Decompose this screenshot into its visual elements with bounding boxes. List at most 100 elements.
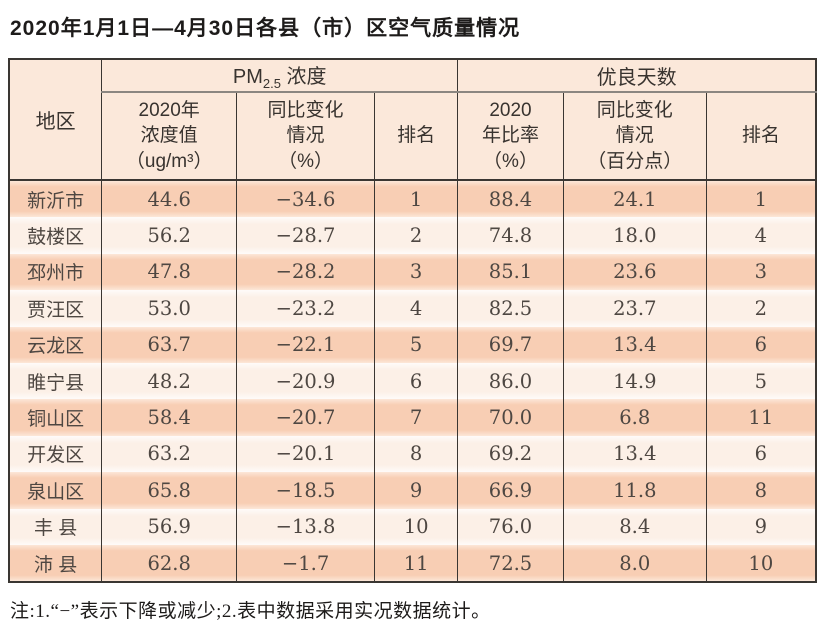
pm-value-cell: 47.8	[101, 253, 238, 291]
pm25-label-subscript: 2.5	[262, 76, 281, 91]
region-cell: 沛 县	[8, 544, 103, 583]
days-change-cell: 14.9	[562, 362, 707, 400]
air-quality-table: 地区 PM2.5 浓度 优良天数 2020年 浓度值 （ug/m³） 同比变化 …	[8, 58, 817, 584]
table-body: 新沂市 44.6 −34.6 1 88.4 24.1 1 鼓楼区 56.2 −28.7 2 74.8 1…	[8, 180, 817, 583]
table-row: 贾汪区 53.0 −23.2 4 82.5 23.7 2	[8, 290, 817, 327]
table-row: 开发区 63.2 −20.1 8 69.2 13.4 6	[8, 435, 817, 473]
days-ratio-cell: 70.0	[457, 399, 564, 436]
region-cell: 开发区	[8, 435, 103, 473]
table-header: 地区 PM2.5 浓度 优良天数 2020年 浓度值 （ug/m³） 同比变化 …	[8, 59, 817, 181]
pm-rank-cell: 4	[374, 290, 459, 327]
days-ratio-cell: 72.5	[457, 544, 564, 583]
days-change-cell: 6.8	[562, 399, 707, 436]
pm-change-cell: −20.7	[236, 399, 376, 436]
pm-value-cell: 62.8	[101, 544, 238, 583]
pm-value-cell: 58.4	[101, 399, 238, 436]
good-days-group-header: 优良天数	[457, 59, 817, 93]
page-title: 2020年1月1日—4月30日各县（市）区空气质量情况	[10, 17, 521, 40]
region-cell: 睢宁县	[8, 362, 103, 400]
table-row: 泉山区 65.8 −18.5 9 66.9 11.8 8	[8, 472, 817, 509]
days-change-cell: 23.6	[562, 253, 707, 291]
days-ratio-cell: 82.5	[457, 290, 564, 327]
pm-rank-cell: 9	[374, 472, 459, 509]
days-rank-cell: 1	[705, 180, 817, 218]
days-rank-cell: 6	[705, 326, 817, 363]
region-cell: 泉山区	[8, 472, 103, 509]
table-row: 铜山区 58.4 −20.7 7 70.0 6.8 11	[8, 399, 817, 436]
days-ratio-cell: 69.2	[457, 435, 564, 473]
pm-change-cell: −20.9	[236, 362, 376, 400]
days-rank-cell: 9	[705, 508, 817, 545]
days-change-cell: 23.7	[562, 290, 707, 327]
days-change-column-header: 同比变化 情况 （百分点）	[562, 92, 707, 181]
days-ratio-cell: 66.9	[457, 472, 564, 509]
pm-rank-cell: 3	[374, 253, 459, 291]
days-rank-cell: 2	[705, 290, 817, 327]
pm-value-cell: 56.9	[101, 508, 238, 545]
days-change-cell: 13.4	[562, 435, 707, 473]
pm-change-cell: −23.2	[236, 290, 376, 327]
pm-value-cell: 56.2	[101, 217, 238, 254]
pm-change-cell: −20.1	[236, 435, 376, 473]
pm-change-cell: −34.6	[236, 180, 376, 218]
region-cell: 丰 县	[8, 508, 103, 545]
pm-change-cell: −28.2	[236, 253, 376, 291]
pm-change-cell: −13.8	[236, 508, 376, 545]
sub-header-row: 2020年 浓度值 （ug/m³） 同比变化 情况 （%） 排名 2020 年比…	[9, 92, 817, 181]
days-change-cell: 18.0	[562, 217, 707, 254]
days-rank-column-header: 排名	[705, 92, 817, 181]
pm-change-cell: −22.1	[236, 326, 376, 363]
pm-value-cell: 44.6	[101, 180, 238, 218]
pm-value-cell: 63.7	[101, 326, 238, 363]
days-ratio-cell: 76.0	[457, 508, 564, 545]
pm-value-cell: 65.8	[101, 472, 238, 509]
days-change-cell: 8.4	[562, 508, 707, 545]
days-change-cell: 11.8	[562, 472, 707, 509]
pm25-change-column-header: 同比变化 情况 （%）	[236, 92, 376, 181]
pm-rank-cell: 2	[374, 217, 459, 254]
pm25-value-column-header: 2020年 浓度值 （ug/m³）	[101, 92, 238, 181]
region-cell: 新沂市	[8, 180, 103, 218]
days-ratio-cell: 69.7	[457, 326, 564, 363]
days-ratio-cell: 88.4	[457, 180, 564, 218]
pm-value-cell: 63.2	[101, 435, 238, 473]
days-rank-cell: 10	[705, 544, 817, 583]
pm-rank-cell: 5	[374, 326, 459, 363]
table-row: 新沂市 44.6 −34.6 1 88.4 24.1 1	[8, 180, 817, 218]
region-cell: 贾汪区	[8, 290, 103, 327]
footnote: 注:1.“−”表示下降或减少;2.表中数据采用实况数据统计。	[10, 601, 491, 620]
days-change-cell: 13.4	[562, 326, 707, 363]
days-rank-cell: 5	[705, 362, 817, 400]
days-ratio-cell: 85.1	[457, 253, 564, 291]
pm-change-cell: −1.7	[236, 544, 376, 583]
region-cell: 鼓楼区	[8, 217, 103, 254]
table-row: 鼓楼区 56.2 −28.7 2 74.8 18.0 4	[8, 217, 817, 254]
pm-rank-cell: 11	[374, 544, 459, 583]
days-rank-cell: 11	[705, 399, 817, 436]
pm-rank-cell: 6	[374, 362, 459, 400]
pm-rank-cell: 1	[374, 180, 459, 218]
pm-rank-cell: 8	[374, 435, 459, 473]
days-rank-cell: 4	[705, 217, 817, 254]
pm25-rank-column-header: 排名	[374, 92, 459, 181]
region-cell: 铜山区	[8, 399, 103, 436]
pm25-group-header: PM2.5 浓度	[101, 59, 459, 93]
days-ratio-cell: 86.0	[457, 362, 564, 400]
days-ratio-cell: 74.8	[457, 217, 564, 254]
table-row: 云龙区 63.7 −22.1 5 69.7 13.4 6	[8, 326, 817, 363]
region-column-header: 地区	[8, 59, 103, 181]
pm25-label-rest: 浓度	[280, 66, 327, 88]
days-rank-cell: 6	[705, 435, 817, 473]
table-row: 睢宁县 48.2 −20.9 6 86.0 14.9 5	[8, 362, 817, 400]
table-row: 邳州市 47.8 −28.2 3 85.1 23.6 3	[8, 253, 817, 291]
pm-value-cell: 48.2	[101, 362, 238, 400]
group-header-row: 地区 PM2.5 浓度 优良天数	[8, 59, 817, 181]
days-change-cell: 24.1	[562, 180, 707, 218]
days-rank-cell: 3	[705, 253, 817, 291]
days-change-cell: 8.0	[562, 544, 707, 583]
pm-change-cell: −28.7	[236, 217, 376, 254]
table-row: 丰 县 56.9 −13.8 10 76.0 8.4 9	[8, 508, 817, 545]
days-rank-cell: 8	[705, 472, 817, 509]
region-cell: 邳州市	[8, 253, 103, 291]
